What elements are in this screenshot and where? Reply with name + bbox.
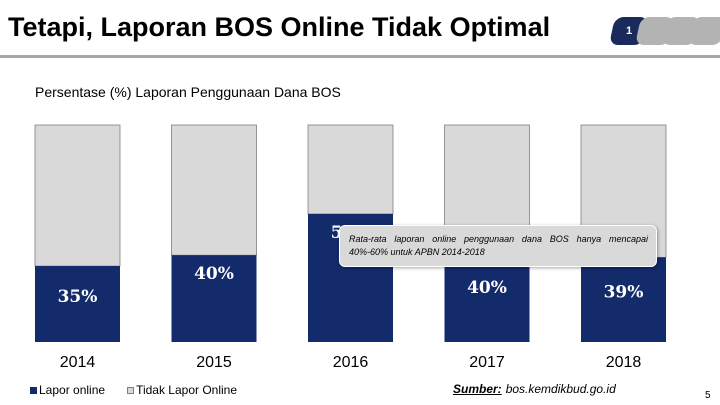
- data-label-2017: 40%: [467, 278, 507, 298]
- x-tick-label-2016: 2016: [333, 354, 369, 371]
- legend-label-tidak: Tidak Lapor Online: [136, 383, 238, 397]
- bar-lapor-online-2015: [171, 255, 257, 342]
- page-number: 5: [705, 390, 711, 401]
- data-label-2018: 39%: [604, 282, 644, 302]
- bar-tidak-lapor-2014: [34, 124, 121, 267]
- data-label-2015: 40%: [194, 264, 234, 284]
- bar-tidak-lapor-2016: [307, 124, 394, 215]
- x-tick-label-2014: 2014: [60, 354, 96, 371]
- bar-lapor-online-2017: [444, 255, 530, 342]
- bar-lapor-online-2014: [35, 266, 120, 342]
- legend-label-lapor: Lapor online: [39, 383, 106, 397]
- slide-title: Tetapi, Laporan BOS Online Tidak Optimal: [8, 12, 551, 42]
- title-divider: [0, 55, 720, 58]
- source-label: Sumber:: [453, 382, 502, 396]
- legend-swatch-lapor: [30, 386, 37, 394]
- source-note: Sumber: bos.kemdikbud.go.id: [453, 382, 616, 396]
- chart-legend: Lapor online Tidak Lapor Online: [30, 383, 259, 397]
- callout-note: Rata-rata laporan online penggunaan dana…: [339, 225, 657, 267]
- data-label-2014: 35%: [58, 287, 98, 307]
- legend-item-tidak: Tidak Lapor Online: [127, 383, 237, 397]
- x-tick-label-2018: 2018: [606, 354, 642, 371]
- legend-swatch-tidak: [127, 386, 135, 394]
- legend-item-lapor: Lapor online: [30, 383, 105, 397]
- bar-tidak-lapor-2015: [171, 124, 257, 256]
- chart-subtitle: Persentase (%) Laporan Penggunaan Dana B…: [35, 84, 341, 100]
- x-tick-label-2015: 2015: [196, 354, 232, 371]
- source-link[interactable]: bos.kemdikbud.go.id: [505, 382, 616, 396]
- x-tick-label-2017: 2017: [469, 354, 505, 371]
- bar-lapor-online-2018: [581, 257, 666, 342]
